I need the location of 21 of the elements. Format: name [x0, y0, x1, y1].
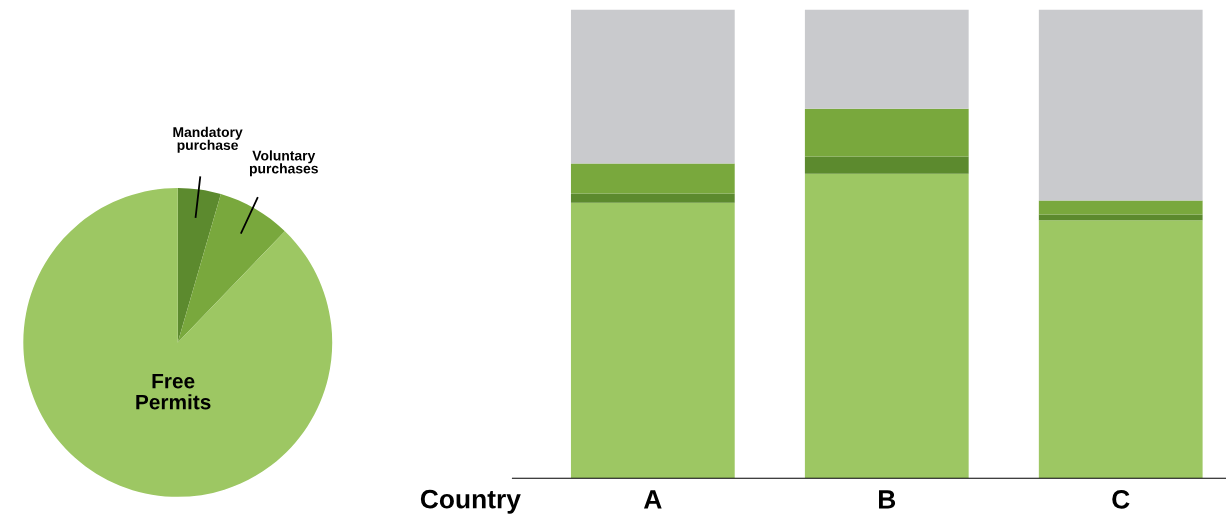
bar: [570, 202, 735, 479]
pie-slice: [177, 194, 285, 343]
bar: [804, 156, 969, 174]
bar: [1038, 220, 1203, 479]
slice-label: Mandatory purchase: [173, 126, 243, 153]
x-tick-label: C: [1112, 490, 1130, 509]
bar: [1038, 9, 1203, 201]
slice-label: Voluntary purchases: [249, 150, 318, 177]
x-axis-title: Country: [420, 489, 521, 514]
bar: [804, 108, 969, 157]
pie-slice: [177, 187, 221, 343]
pie-slice: [23, 187, 333, 497]
bar: [804, 173, 969, 479]
slice-label: Free Permits: [136, 373, 211, 410]
bar: [570, 9, 735, 164]
x-tick-label: B: [879, 490, 896, 509]
bar: [570, 193, 735, 203]
x-tick-label: A: [643, 490, 662, 509]
bar: [804, 9, 969, 109]
bar: [570, 163, 735, 194]
bar: [1038, 200, 1203, 215]
